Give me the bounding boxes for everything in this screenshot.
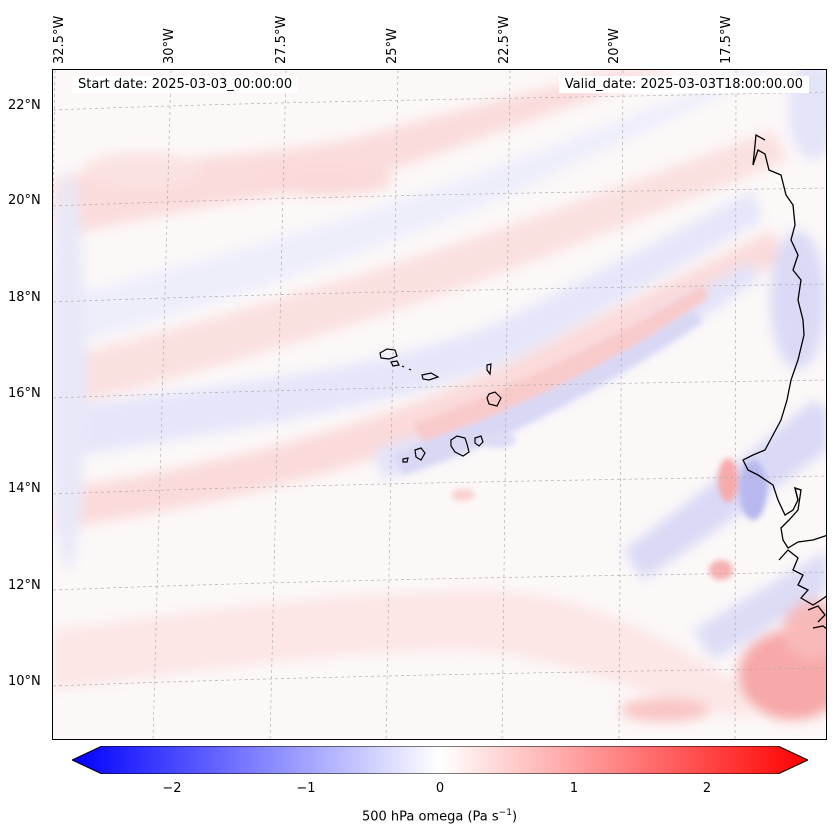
lat-label-14n: 14°N: [8, 481, 41, 496]
coastline: [742, 133, 826, 630]
omega-map[interactable]: [52, 69, 827, 740]
omega-bands: [53, 70, 826, 722]
colorbar-tick-0: 0: [435, 781, 445, 796]
colorbar-bar: [72, 746, 808, 774]
lon-label-20w: 20°W: [607, 28, 622, 64]
lon-label-30w: 30°W: [162, 28, 177, 64]
lat-label-12n: 12°N: [8, 578, 41, 593]
colorbar-tick-neg2: −2: [162, 781, 182, 796]
colorbar-tick-neg1: −1: [296, 781, 316, 796]
omega-small-features: [393, 285, 767, 580]
lon-label-22-5w: 22.5°W: [497, 15, 512, 64]
colorbar-title-exponent: −1: [498, 808, 512, 818]
lat-label-22n: 22°N: [8, 98, 41, 113]
start-date-label: Start date: 2025-03-03_00:00:00: [72, 76, 299, 93]
lat-label-10n: 10°N: [8, 674, 41, 689]
lon-label-32-5w: 32.5°W: [52, 15, 67, 64]
colorbar-tick-2: 2: [702, 781, 712, 796]
colorbar-title-close: ): [511, 809, 518, 825]
valid-date-label: Valid_date: 2025-03-03T18:00:00.00: [558, 76, 809, 93]
cape-verde-islands: [379, 348, 502, 463]
omega-field: [53, 70, 826, 739]
colorbar-title: 500 hPa omega (Pa s−1): [0, 808, 837, 824]
colorbar-tick-1: 1: [569, 781, 579, 796]
lat-label-20n: 20°N: [8, 193, 41, 208]
lat-label-16n: 16°N: [8, 386, 41, 401]
lon-label-27-5w: 27.5°W: [274, 15, 289, 64]
colorbar-title-main: 500 hPa omega (Pa s: [361, 809, 499, 825]
gridlines: [53, 70, 826, 739]
lat-label-18n: 18°N: [8, 290, 41, 305]
lon-label-25w: 25°W: [385, 28, 400, 64]
colorbar: [72, 746, 808, 774]
lon-label-17-5w: 17.5°W: [719, 15, 734, 64]
